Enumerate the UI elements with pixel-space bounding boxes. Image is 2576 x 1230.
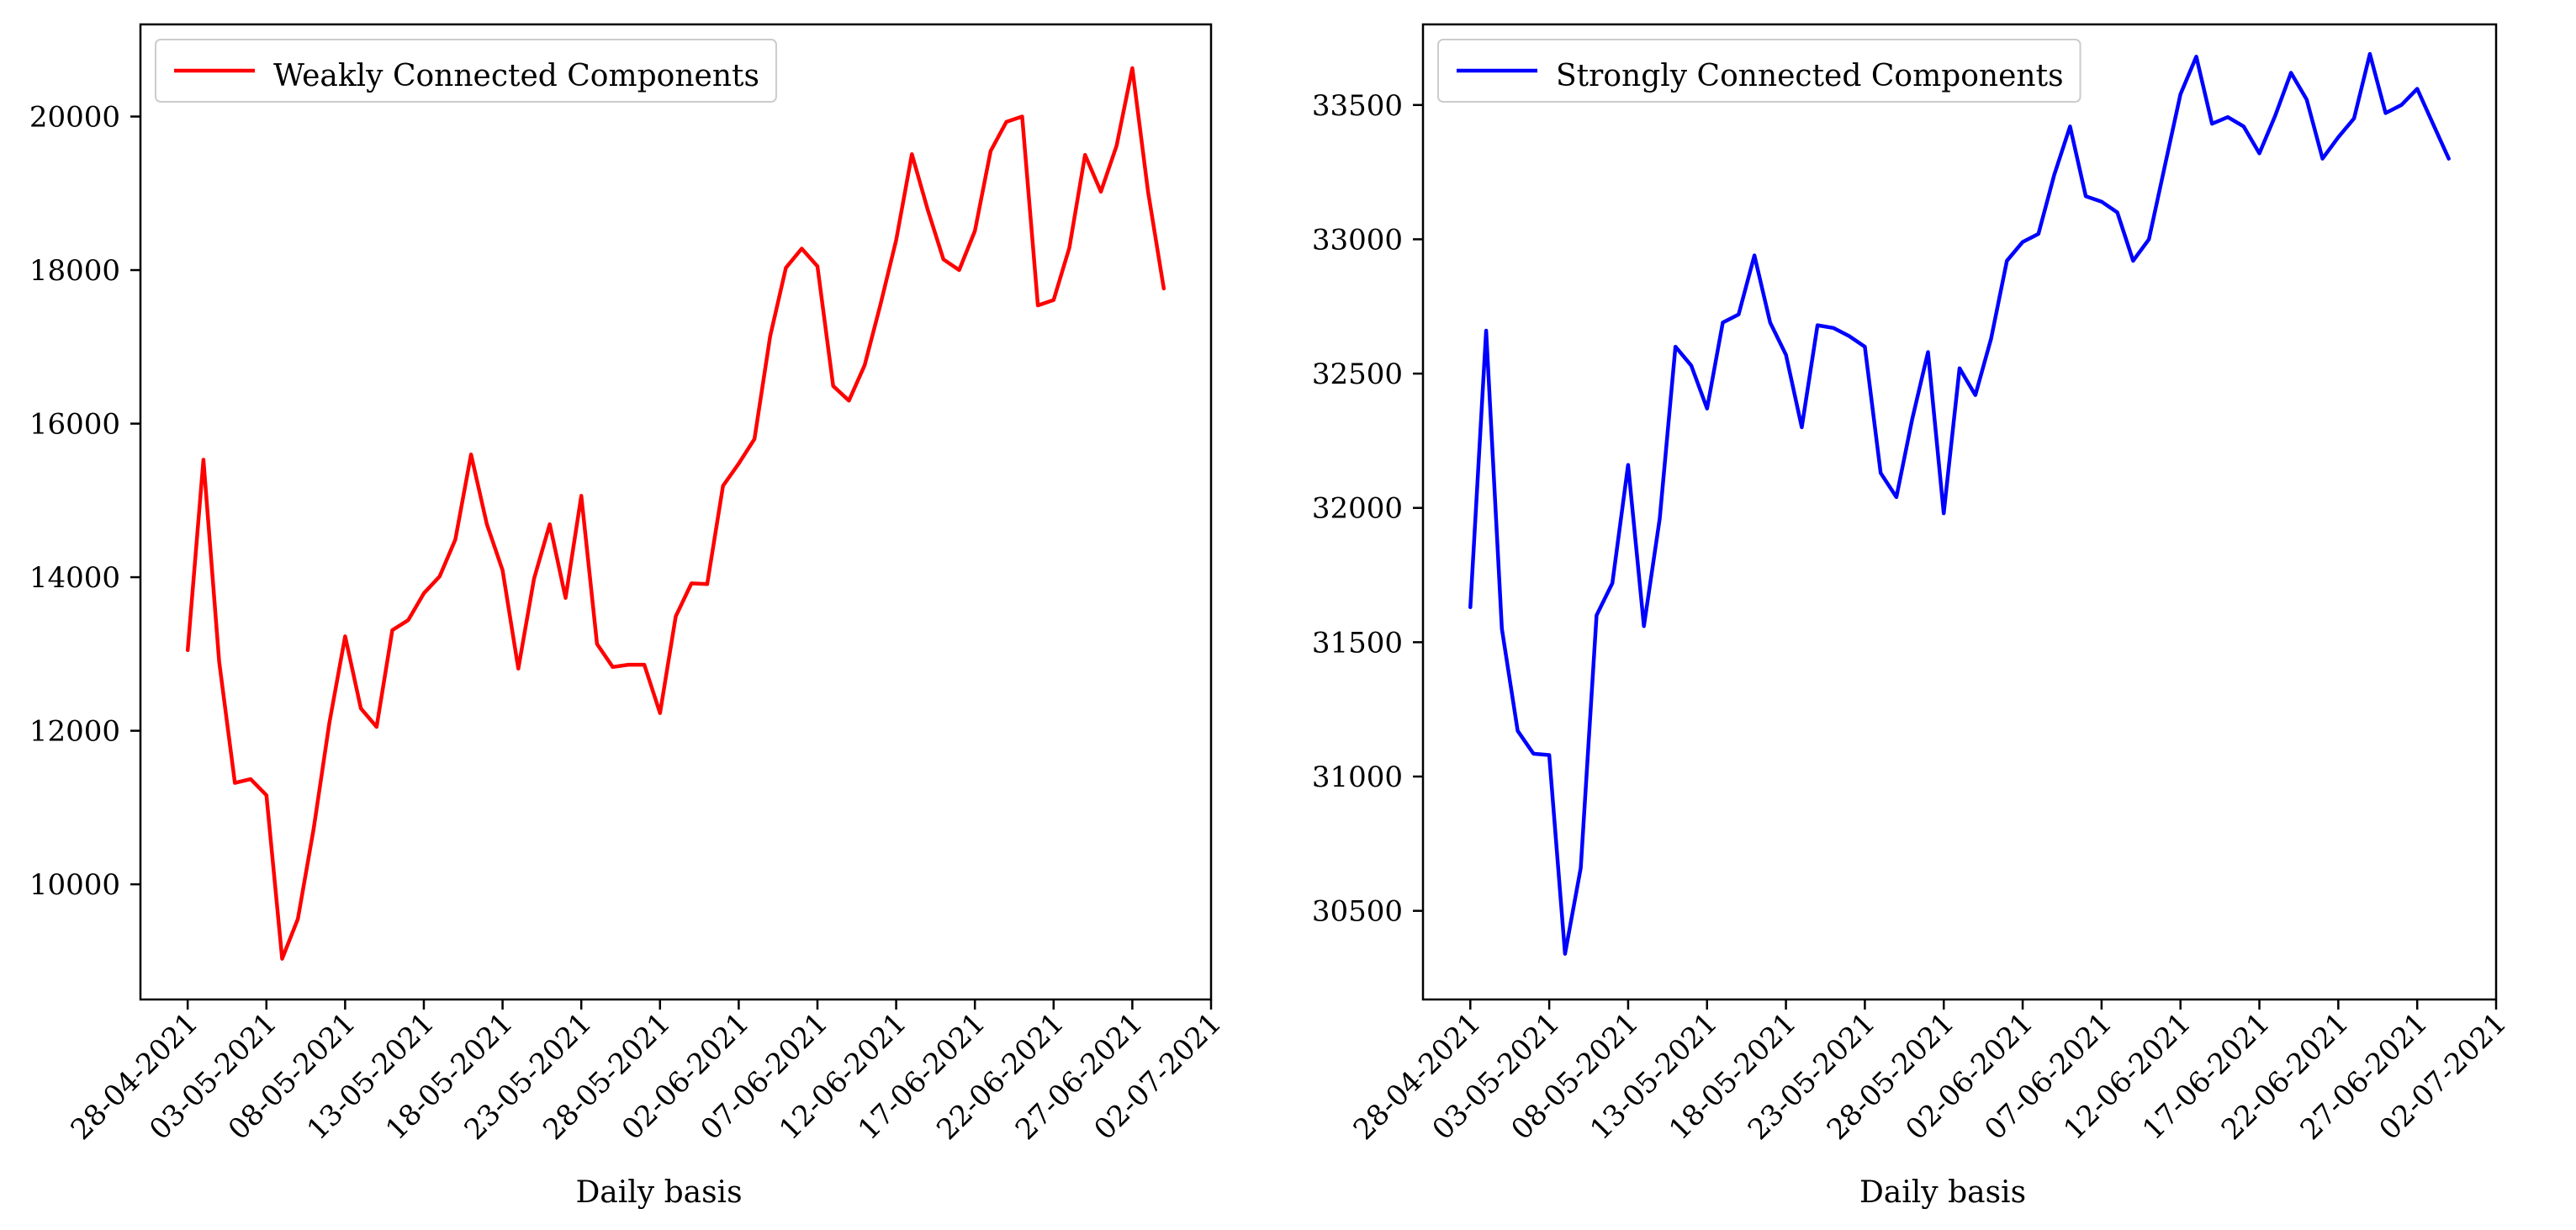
plot-frame <box>139 23 1213 1001</box>
y-tick-label: 20000 <box>29 101 120 135</box>
x-axis-label: Daily basis <box>575 1175 742 1210</box>
y-tick-label: 33500 <box>1312 89 1403 123</box>
y-tick-label: 30500 <box>1312 895 1403 929</box>
legend-box <box>155 39 777 103</box>
y-tick-label: 31500 <box>1312 626 1403 660</box>
y-tick-label: 14000 <box>29 561 120 595</box>
weakly-connected-components-chart: 10000120001400016000180002000028-04-2021… <box>29 23 1228 1210</box>
y-tick-label: 18000 <box>29 254 120 288</box>
y-tick-label: 16000 <box>29 408 120 442</box>
x-axis-label: Daily basis <box>1859 1175 2026 1210</box>
y-tick-label: 31000 <box>1312 761 1403 794</box>
y-tick-label: 33000 <box>1312 223 1403 257</box>
legend: Weakly Connected Components <box>155 39 777 103</box>
legend: Strongly Connected Components <box>1437 39 2081 103</box>
series-line-1 <box>185 66 1166 961</box>
strongly-connected-components-chart: 3050031000315003200032500330003350028-04… <box>1312 23 2513 1210</box>
legend-entry-label: Weakly Connected Components <box>273 59 759 93</box>
series-line-1 <box>1468 51 2451 956</box>
legend-box <box>1437 39 2081 103</box>
y-tick-label: 32500 <box>1312 358 1403 391</box>
y-tick-label: 10000 <box>29 868 120 902</box>
legend-entry-label: Strongly Connected Components <box>1556 59 2064 93</box>
y-tick-label: 32000 <box>1312 492 1403 526</box>
y-tick-label: 12000 <box>29 715 120 749</box>
plot-frame <box>1421 23 2498 1001</box>
